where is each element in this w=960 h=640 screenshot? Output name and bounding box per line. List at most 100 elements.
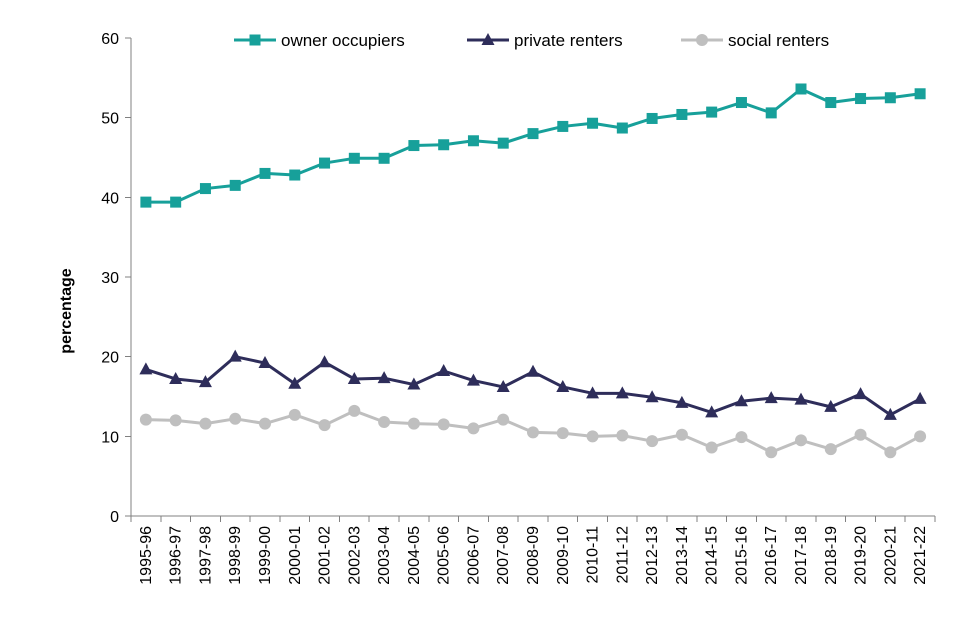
legend-item-owner-occupiers: owner occupiers — [234, 31, 405, 50]
data-point-private-renters — [496, 379, 510, 392]
data-point-social-renters — [854, 428, 867, 441]
data-point-owner-occupiers — [616, 122, 628, 134]
data-point-social-renters — [259, 417, 271, 430]
legend-label-social-renters: social renters — [728, 31, 829, 50]
data-point-social-renters — [824, 443, 837, 456]
data-point-owner-occupiers — [735, 97, 747, 109]
data-point-private-renters — [854, 387, 868, 400]
data-point-owner-occupiers — [765, 107, 777, 119]
x-tick-label: 2013-14 — [674, 526, 691, 585]
data-point-social-renters — [646, 435, 659, 448]
legend: owner occupiers private renters social ren… — [234, 31, 829, 50]
x-tick-label: 1999-00 — [257, 526, 274, 585]
x-tick-label: 1995-96 — [138, 526, 155, 585]
data-point-social-renters — [348, 404, 361, 417]
data-point-social-renters — [169, 414, 182, 427]
x-tick-label: 2004-05 — [406, 526, 423, 585]
x-tick-label: 2009-10 — [555, 526, 572, 585]
data-point-social-renters — [407, 417, 420, 430]
legend-marker-social-renters — [696, 34, 708, 46]
data-point-owner-occupiers — [348, 152, 360, 164]
data-point-social-renters — [199, 417, 212, 430]
axes: 0 10 20 30 40 50 60 1995-96 1996-97 1997-98 1998-9… — [101, 31, 936, 585]
data-point-social-renters — [884, 446, 897, 459]
data-point-owner-occupiers — [319, 157, 331, 169]
x-tick-label: 2002-03 — [346, 526, 363, 585]
data-point-owner-occupiers — [855, 93, 867, 105]
data-point-private-renters — [883, 407, 897, 420]
y-tick-label: 10 — [101, 429, 119, 446]
data-point-private-renters — [705, 405, 719, 418]
data-point-private-renters — [615, 386, 629, 399]
x-tick-label: 1998-99 — [227, 526, 244, 585]
x-tick-label: 2012-13 — [644, 526, 661, 585]
data-point-private-renters — [288, 376, 302, 389]
y-tick-label: 30 — [101, 270, 119, 287]
data-point-private-renters — [824, 399, 838, 412]
data-point-owner-occupiers — [914, 88, 926, 100]
series-owner-occupiers — [140, 83, 926, 208]
y-tick-label: 0 — [110, 509, 119, 526]
data-point-private-renters — [377, 371, 391, 384]
x-tick-label: 2005-06 — [436, 526, 453, 585]
data-point-social-renters — [467, 422, 480, 435]
x-tick-label: 2020-21 — [882, 526, 899, 585]
x-tick-label: 2000-01 — [287, 526, 304, 585]
data-point-private-renters — [318, 355, 332, 368]
data-point-owner-occupiers — [289, 169, 301, 181]
legend-item-private-renters: private renters — [467, 31, 623, 50]
data-point-social-renters — [795, 434, 807, 447]
data-point-private-renters — [675, 395, 689, 408]
data-point-private-renters — [645, 390, 659, 403]
data-point-social-renters — [556, 427, 569, 440]
data-point-private-renters — [407, 377, 421, 390]
data-point-private-renters — [734, 394, 748, 407]
x-tick-label: 2001-02 — [317, 526, 334, 585]
data-point-social-renters — [497, 413, 510, 426]
data-point-social-renters — [229, 412, 242, 425]
data-point-owner-occupiers — [884, 92, 896, 104]
data-point-owner-occupiers — [229, 179, 241, 191]
data-point-owner-occupiers — [408, 140, 420, 152]
data-point-owner-occupiers — [646, 112, 658, 124]
y-tick-label: 40 — [101, 190, 119, 207]
data-point-owner-occupiers — [795, 83, 807, 95]
x-tick-label: 2015-16 — [733, 526, 750, 585]
data-point-social-renters — [914, 430, 927, 443]
data-point-private-renters — [258, 356, 272, 369]
data-point-owner-occupiers — [467, 135, 479, 147]
legend-label-owner-occupiers: owner occupiers — [281, 31, 405, 50]
y-axis-label: percentage — [58, 268, 75, 353]
data-point-owner-occupiers — [557, 120, 569, 132]
data-point-owner-occupiers — [140, 196, 152, 208]
x-tick-label: 2017-18 — [793, 526, 810, 585]
x-tick-label: 2018-19 — [823, 526, 840, 585]
legend-marker-private-renters — [481, 33, 495, 45]
series-line-owner-occupiers — [145, 87, 921, 204]
data-point-social-renters — [586, 430, 599, 443]
data-point-social-renters — [735, 431, 748, 444]
x-tick-label: 2021-22 — [912, 526, 929, 585]
data-point-social-renters — [527, 426, 539, 439]
data-point-owner-occupiers — [438, 139, 450, 151]
data-point-private-renters — [526, 364, 540, 377]
data-point-owner-occupiers — [170, 196, 182, 208]
data-point-social-renters — [437, 418, 450, 431]
x-tick-label: 1996-97 — [168, 526, 185, 585]
data-point-owner-occupiers — [199, 183, 211, 195]
data-point-private-renters — [139, 362, 153, 375]
data-point-owner-occupiers — [825, 97, 837, 109]
y-tick-label: 60 — [101, 31, 119, 48]
series-social-renters — [139, 404, 927, 459]
data-point-private-renters — [764, 391, 778, 404]
data-point-social-renters — [675, 428, 688, 441]
data-point-social-renters — [765, 446, 778, 459]
data-point-owner-occupiers — [378, 152, 390, 164]
x-tick-label: 2014-15 — [704, 526, 721, 585]
data-point-private-renters — [466, 373, 480, 386]
data-point-private-renters — [228, 349, 242, 362]
series-private-renters — [139, 349, 927, 420]
data-point-social-renters — [705, 441, 718, 454]
x-tick-label: 2008-09 — [525, 526, 542, 585]
